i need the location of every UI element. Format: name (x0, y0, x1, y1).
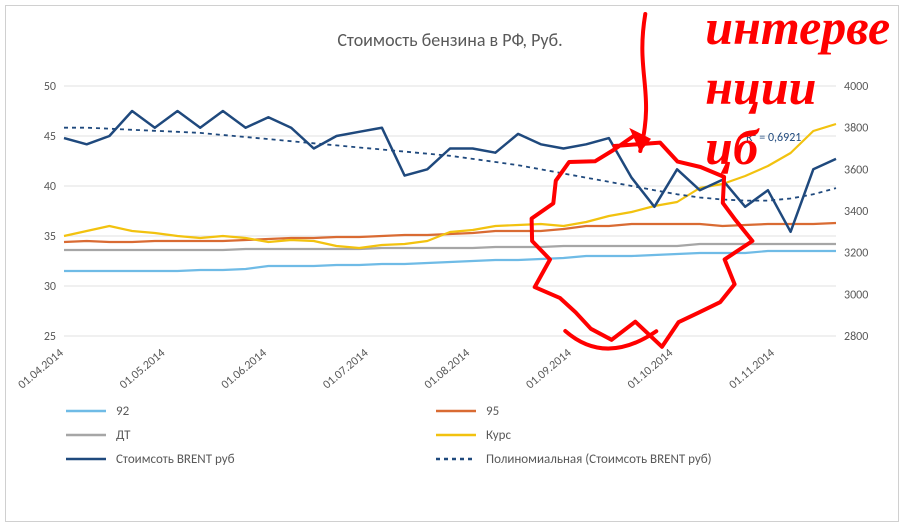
annotation-text-1: нции (705, 59, 816, 115)
svg-text:01.09.2014: 01.09.2014 (524, 346, 575, 392)
svg-text:01.04.2014: 01.04.2014 (16, 346, 67, 392)
hand-annotation: интервенциицб (532, 6, 891, 349)
legend-item-3: Курс (486, 428, 511, 443)
svg-text:3600: 3600 (844, 163, 868, 177)
svg-text:3800: 3800 (844, 122, 868, 136)
chart-title: Стоимость бензина в РФ, Руб. (337, 29, 562, 51)
legend-item-1: 95 (486, 404, 499, 419)
svg-text:01.10.2014: 01.10.2014 (625, 346, 676, 392)
svg-text:01.11.2014: 01.11.2014 (727, 346, 778, 392)
annotation-text-0: интерве (705, 6, 890, 55)
legend-item-0: 92 (116, 404, 130, 419)
svg-text:45: 45 (44, 130, 56, 144)
chart-container: 25 30 35 40 45 50 2800 3000 3200 3400 3600 3800 4000… (5, 5, 899, 522)
chart-svg: 25 30 35 40 45 50 2800 3000 3200 3400 3600 3800 4000… (6, 6, 898, 521)
svg-text:4000: 4000 (844, 80, 868, 94)
svg-text:2800: 2800 (844, 330, 868, 344)
svg-text:01.05.2014: 01.05.2014 (117, 346, 168, 392)
svg-text:3400: 3400 (844, 205, 868, 219)
svg-text:3200: 3200 (844, 247, 868, 261)
legend-item-5: Полиномиальная (Стоимсоть BRENT руб) (486, 452, 712, 467)
legend-item-2: ДТ (116, 428, 131, 443)
svg-text:40: 40 (44, 180, 56, 194)
svg-text:01.06.2014: 01.06.2014 (219, 346, 270, 392)
legend-item-4: Стоимсоть BRENT руб (116, 452, 235, 467)
series-ДТ (64, 244, 836, 250)
svg-text:25: 25 (44, 330, 56, 344)
svg-text:30: 30 (44, 280, 56, 294)
svg-text:35: 35 (44, 230, 56, 244)
annotation-text-2: цб (705, 119, 760, 175)
svg-text:01.07.2014: 01.07.2014 (320, 346, 371, 392)
svg-text:01.08.2014: 01.08.2014 (422, 346, 473, 392)
series-92 (64, 251, 836, 271)
legend: 92 95 ДТ Курс Стоимсоть BRENT руб Полиномиаль… (66, 404, 712, 467)
svg-text:50: 50 (44, 80, 56, 94)
svg-text:3000: 3000 (844, 288, 868, 302)
